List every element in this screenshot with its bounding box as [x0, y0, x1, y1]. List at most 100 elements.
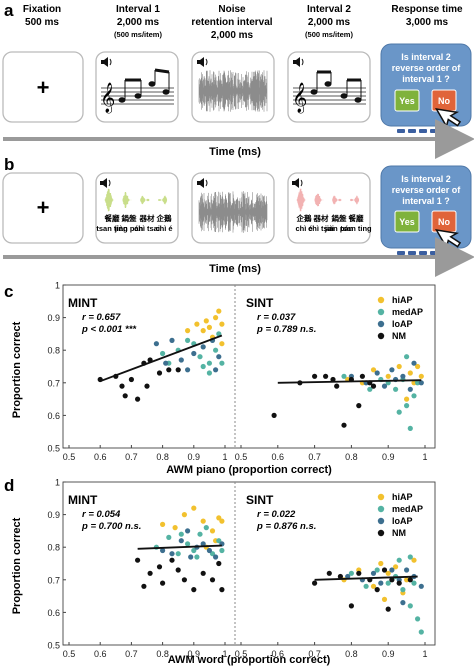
data-point-hiap — [415, 363, 421, 370]
data-point-nm — [374, 587, 380, 593]
x-tick-label: 0.9 — [382, 452, 395, 462]
x-tick-label: 0.5 — [63, 452, 76, 462]
data-point-medap — [209, 551, 216, 557]
data-point-medap — [407, 554, 413, 560]
data-point-nm — [323, 373, 329, 379]
x-tick-label: 0.8 — [156, 452, 169, 462]
header-sub1: retention interval — [191, 17, 272, 28]
data-point-loap — [206, 547, 212, 554]
data-point-medap — [191, 547, 197, 554]
x-tick-label: 1 — [422, 649, 427, 659]
legend-label: hiAP — [392, 492, 413, 502]
word-pinyin: chì é — [155, 224, 172, 233]
data-point-loap — [163, 360, 169, 366]
music-notes-1 — [118, 68, 170, 103]
data-point-loap — [345, 573, 351, 580]
x-tick-label: 0.8 — [345, 649, 358, 659]
header-sub2: (500 ms/item) — [114, 30, 162, 39]
data-point-nm — [119, 383, 125, 389]
data-point-hiap — [396, 363, 402, 370]
scatter-chart-d: 0.5 0.6 0.7 0.8 0.9 1 0.5 0.6 0.7 0.8 0.9 1 0.5 0.6 0.… — [47, 478, 427, 660]
x-tick-label: 0.7 — [308, 452, 321, 462]
fixation-cross: + — [37, 75, 50, 100]
data-point-hiap — [219, 321, 225, 327]
data-point-nm — [216, 560, 222, 567]
data-point-nm — [381, 567, 388, 573]
data-point-hiap — [216, 308, 222, 314]
data-point-medap — [363, 583, 369, 589]
data-point-hiap — [172, 525, 178, 531]
data-point-loap — [404, 567, 410, 573]
panel-a: a Fixation 500 ms Interval 1 2,000 ms (5… — [2, 1, 474, 159]
data-point-loap — [185, 367, 191, 373]
data-point-hiap — [411, 380, 417, 386]
header-title: Interval 1 — [116, 4, 160, 15]
data-point-loap — [374, 370, 380, 376]
stat-r-mint: r = 0.054 — [82, 509, 121, 520]
data-point-nm — [356, 403, 362, 409]
data-point-hiap — [407, 370, 413, 376]
data-point-medap — [197, 354, 203, 360]
header-title: Noise — [218, 4, 246, 15]
data-point-medap — [166, 534, 172, 541]
stat-r-sint: r = 0.022 — [257, 509, 296, 520]
yes-button[interactable] — [394, 210, 420, 233]
x-tick-label: 0.8 — [156, 649, 169, 659]
panel-b: b + 餐廳 鍋盤 器材 企鵝 tsan ting jiàn pán chì t… — [2, 155, 474, 277]
data-point-nm — [407, 577, 413, 583]
header-sub1: 500 ms — [25, 17, 59, 28]
data-point-loap — [200, 541, 206, 547]
data-point-loap — [153, 341, 159, 347]
word-hanzi: 鍋盤 — [122, 213, 137, 223]
data-point-nm — [385, 606, 391, 612]
data-point-nm — [175, 367, 181, 373]
data-point-nm — [219, 587, 225, 593]
yes-button[interactable] — [394, 89, 420, 112]
data-point-nm — [147, 570, 153, 576]
data-point-medap — [178, 531, 184, 537]
x-tick-label: 0.5 — [235, 452, 248, 462]
x-tick-label: 0.6 — [94, 452, 107, 462]
data-point-medap — [385, 580, 391, 586]
speaker-icon — [293, 57, 304, 67]
y-tick-label: 0.8 — [47, 543, 60, 553]
data-point-loap — [418, 583, 424, 589]
subplot-title-mint: MINT — [68, 296, 98, 310]
fixation-screen — [2, 172, 84, 244]
data-point-loap — [378, 580, 384, 586]
word-hanzi: 餐廳 — [348, 213, 364, 223]
data-point-medap — [160, 350, 166, 357]
treble-clef-icon: 𝄞 — [100, 82, 115, 114]
word-hanzi: 企鵝 — [296, 213, 312, 223]
y-tick-label: 0.7 — [47, 575, 60, 585]
y-tick-label: 0.6 — [47, 608, 60, 618]
header-response: Response time 3,000 ms — [391, 4, 463, 28]
noise-waveform-a — [198, 70, 268, 112]
legend-label: hiAP — [392, 295, 413, 305]
y-tick-label: 0.5 — [47, 444, 60, 454]
word-pinyin: jiàn pán — [114, 224, 144, 233]
music-notes-2 — [310, 70, 362, 103]
no-label: No — [438, 217, 450, 227]
data-point-loap — [169, 551, 175, 557]
data-point-hiap — [404, 577, 410, 583]
data-point-loap — [370, 570, 377, 576]
data-point-hiap — [213, 315, 219, 321]
subplot-title-mint: MINT — [68, 493, 98, 507]
data-point-nm — [128, 376, 134, 383]
x-axis-label: AWM piano (proportion correct) — [166, 464, 332, 476]
header-noise: Noise retention interval 2,000 ms — [191, 4, 272, 41]
y-tick-label: 0.6 — [47, 411, 60, 421]
data-point-nm — [326, 570, 332, 576]
data-point-loap — [200, 344, 206, 350]
data-point-medap — [407, 425, 413, 431]
word-waveforms-2 — [296, 188, 360, 212]
legend-label: loAP — [392, 319, 413, 329]
legend-label: medAP — [392, 307, 423, 317]
data-point-nm — [337, 573, 343, 580]
question-line-3: interval 1 ? — [402, 74, 450, 84]
data-point-medap — [404, 354, 410, 360]
data-point-loap — [411, 360, 417, 366]
interval1-word-screen — [95, 172, 179, 244]
x-tick-label: 0.8 — [345, 452, 358, 462]
